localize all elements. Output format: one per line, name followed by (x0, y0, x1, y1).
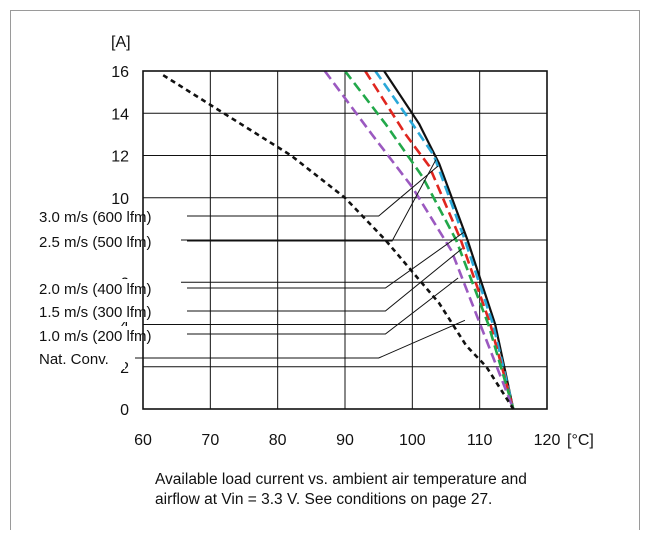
legend-label-bg (35, 326, 181, 346)
legend-leader-line (187, 248, 463, 312)
legend-label-bg (35, 279, 181, 299)
x-tick-label: 60 (134, 432, 152, 449)
legend-label-bg (35, 302, 181, 322)
x-tick-label: 120 (534, 432, 561, 449)
y-tick-label: 14 (111, 106, 129, 123)
legend-label-5: Nat. Conv. (39, 351, 109, 368)
series-line-5 (162, 74, 515, 410)
y-tick-label: 16 (111, 64, 129, 81)
y-axis-label: [A] (111, 34, 131, 51)
series-line-2 (364, 70, 515, 410)
legend-leader-line (187, 159, 437, 242)
legend-label-2: 2.0 m/s (400 lfm) (39, 281, 152, 298)
y-tick-label: 10 (111, 191, 129, 208)
legend-leader-line (135, 319, 466, 359)
caption-line-1: Available load current vs. ambient air t… (155, 471, 527, 488)
legend-leader-line (187, 231, 466, 289)
plot-border (142, 70, 548, 410)
legend-label-3: 1.5 m/s (300 lfm) (39, 304, 152, 321)
x-tick-label: 90 (336, 432, 354, 449)
x-tick-label: 80 (269, 432, 287, 449)
chart-series (162, 70, 515, 410)
series-line-1 (374, 70, 515, 410)
series-line-0 (383, 70, 515, 410)
y-tick-label: 0 (120, 402, 129, 419)
x-axis-unit-label: [°C] (567, 432, 594, 449)
legend-label-0: 3.0 m/s (600 lfm) (39, 209, 152, 226)
x-tick-label: 100 (399, 432, 426, 449)
x-tick-label: 110 (467, 432, 493, 449)
figure-caption: Available load current vs. ambient air t… (155, 470, 615, 510)
x-axis-ticks: 60 70 80 90 100 110 120 (134, 432, 560, 449)
series-line-3 (343, 70, 515, 410)
legend-label-1: 2.5 m/s (500 lfm) (39, 234, 152, 251)
legend-leader-line (187, 277, 459, 335)
legend-label-bg (35, 349, 125, 369)
legend-leader-line (187, 165, 439, 217)
x-tick-label: 70 (201, 432, 219, 449)
caption-line-2: airflow at Vin = 3.3 V. See conditions o… (155, 491, 493, 508)
legend-label-4: 1.0 m/s (200 lfm) (39, 328, 152, 345)
y-tick-label: 12 (111, 149, 129, 166)
legend-label-bg (35, 232, 181, 252)
series-line-4 (323, 70, 515, 410)
chart-legend: 3.0 m/s (600 lfm) 2.5 m/s (500 lfm) 2.0 m/… (35, 159, 466, 369)
legend-label-bg (35, 207, 181, 227)
